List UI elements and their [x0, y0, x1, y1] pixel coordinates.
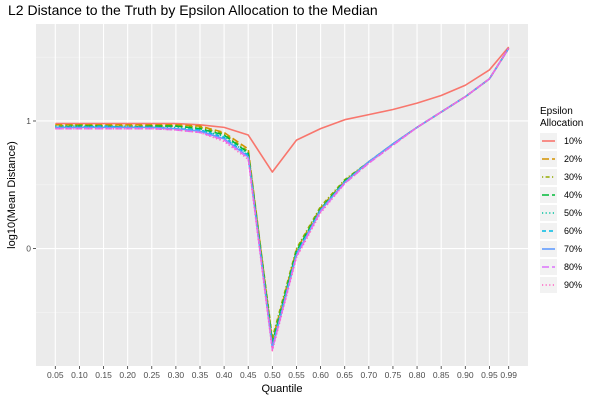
legend-key-bg-50pct: [540, 205, 557, 221]
x-tick-label-11: 0.60: [312, 370, 329, 380]
legend-label-60pct: 60%: [564, 226, 582, 236]
legend-label-70pct: 70%: [564, 244, 582, 254]
x-tick-label-13: 0.70: [361, 370, 378, 380]
x-tick-label-3: 0.20: [119, 370, 136, 380]
legend-label-30pct: 30%: [564, 172, 582, 182]
series-line-10pct: [55, 46, 510, 173]
x-tick-label-5: 0.30: [168, 370, 185, 380]
legend-label-90pct: 90%: [564, 280, 582, 290]
series-line-50pct: [55, 47, 510, 346]
x-tick-label-19: 0.99: [500, 370, 517, 380]
chart-title: L2 Distance to the Truth by Epsilon Allo…: [8, 2, 378, 18]
series-layer: [55, 46, 510, 352]
legend-title-line-2: Allocation: [540, 118, 583, 129]
x-tick-label-14: 0.75: [385, 370, 402, 380]
y-tick-label-0: 0: [26, 244, 31, 254]
legend: Epsilon Allocation 10% 20% 30% 40% 50% 60% 70%…: [540, 106, 583, 293]
legend-title-line-1: Epsilon: [540, 106, 573, 117]
legend-items: 10% 20% 30% 40% 50% 60% 70% 80% 90%: [540, 133, 582, 293]
series-line-90pct: [55, 47, 510, 352]
plot-panel: [36, 24, 528, 366]
x-tick-label-7: 0.40: [216, 370, 233, 380]
x-tick-label-1: 0.10: [71, 370, 88, 380]
x-tick-label-0: 0.05: [47, 370, 64, 380]
legend-key-bg-90pct: [540, 277, 557, 293]
x-tick-label-16: 0.85: [433, 370, 450, 380]
legend-key-bg-60pct: [540, 223, 557, 239]
x-axis-ticks: 0.05 0.10 0.15 0.20 0.25 0.30 0.35 0.40 0.45 0.50…: [47, 366, 517, 380]
x-tick-label-10: 0.55: [288, 370, 305, 380]
legend-label-50pct: 50%: [564, 208, 582, 218]
x-tick-label-15: 0.80: [409, 370, 426, 380]
x-tick-label-12: 0.65: [336, 370, 353, 380]
x-axis-title: Quantile: [262, 383, 303, 395]
x-tick-label-9: 0.50: [264, 370, 281, 380]
legend-label-10pct: 10%: [564, 136, 582, 146]
legend-label-80pct: 80%: [564, 262, 582, 272]
x-tick-label-8: 0.45: [240, 370, 257, 380]
y-axis-title: log10(Mean Distance): [6, 141, 18, 249]
x-tick-label-6: 0.35: [192, 370, 209, 380]
x-tick-label-2: 0.15: [95, 370, 112, 380]
x-tick-label-18: 0.95: [481, 370, 498, 380]
y-axis-ticks: 01: [26, 116, 36, 254]
legend-label-40pct: 40%: [564, 190, 582, 200]
grid-major: [36, 24, 528, 366]
legend-label-20pct: 20%: [564, 154, 582, 164]
y-tick-label-1: 1: [26, 116, 31, 126]
x-tick-label-4: 0.25: [143, 370, 160, 380]
x-tick-label-17: 0.90: [457, 370, 474, 380]
